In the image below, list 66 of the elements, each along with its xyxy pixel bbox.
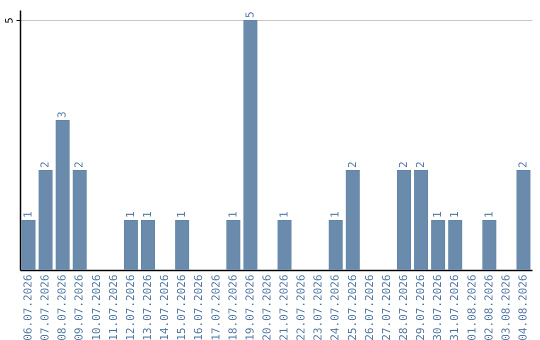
data-label: 1	[328, 211, 342, 218]
data-label: 1	[22, 211, 35, 218]
data-label: 1	[448, 211, 462, 218]
x-tick-label: 24.07.2026	[328, 274, 342, 340]
bar	[124, 220, 138, 270]
data-label: 2	[397, 161, 410, 168]
data-label: 5	[243, 11, 256, 18]
x-tick-label: 29.07.2026	[414, 274, 428, 340]
x-tick-label: 16.07.2026	[192, 274, 206, 340]
data-label: 1	[278, 211, 291, 218]
x-tick-label: 08.07.2026	[56, 274, 69, 340]
data-label: 2	[414, 161, 428, 168]
bar	[141, 220, 155, 270]
bar	[243, 20, 258, 270]
bar	[448, 220, 462, 270]
data-label: 1	[175, 211, 188, 218]
x-tick-label: 04.08.2026	[516, 274, 530, 340]
x-tick-label: 14.07.2026	[158, 274, 172, 340]
bar	[482, 220, 496, 270]
data-label: 1	[124, 211, 137, 218]
x-tick-label: 25.07.2026	[346, 274, 359, 340]
x-tick-label: 06.07.2026	[22, 274, 35, 340]
bar	[346, 170, 360, 270]
x-tick-label: 26.07.2026	[362, 274, 376, 340]
bar	[56, 120, 70, 270]
data-label: 1	[431, 211, 444, 218]
x-tick-label: 07.07.2026	[38, 274, 52, 340]
x-tick-label: 10.07.2026	[90, 274, 103, 340]
x-tick-label: 30.07.2026	[431, 274, 444, 340]
x-tick-label: 17.07.2026	[209, 274, 222, 340]
data-label: 1	[482, 211, 496, 218]
bar	[328, 220, 343, 270]
x-tick-label: 12.07.2026	[124, 274, 137, 340]
x-tick-label: 20.07.2026	[260, 274, 274, 340]
data-label: 1	[226, 211, 240, 218]
bar	[226, 220, 240, 270]
x-tick-label: 31.07.2026	[448, 274, 462, 340]
x-tick-label: 13.07.2026	[141, 274, 154, 340]
x-tick-label: 19.07.2026	[243, 274, 256, 340]
data-label: 2	[38, 161, 52, 168]
bar	[516, 170, 530, 270]
data-label: 2	[516, 161, 530, 168]
x-tick-label: 23.07.2026	[312, 274, 325, 340]
data-label: 2	[72, 161, 86, 168]
x-tick-label: 09.07.2026	[72, 274, 86, 340]
x-tick-label: 15.07.2026	[175, 274, 188, 340]
bar	[38, 170, 53, 270]
x-tick-label: 03.08.2026	[499, 274, 512, 340]
x-tick-label: 01.08.2026	[465, 274, 478, 340]
bar	[175, 220, 190, 270]
data-label: 3	[56, 111, 69, 118]
x-tick-label: 18.07.2026	[226, 274, 240, 340]
x-tick-label: 02.08.2026	[482, 274, 496, 340]
bar	[72, 170, 87, 270]
x-tick-label: 27.07.2026	[380, 274, 393, 340]
bar	[22, 220, 36, 270]
bar	[397, 170, 411, 270]
data-label: 2	[346, 161, 359, 168]
bar	[414, 170, 428, 270]
bar	[431, 220, 446, 270]
x-tick-label: 28.07.2026	[397, 274, 410, 340]
x-tick-label: 11.07.2026	[106, 274, 120, 340]
x-tick-label: 22.07.2026	[294, 274, 308, 340]
x-tick-label: 21.07.2026	[278, 274, 291, 340]
bar	[278, 220, 292, 270]
data-label: 1	[141, 211, 154, 218]
